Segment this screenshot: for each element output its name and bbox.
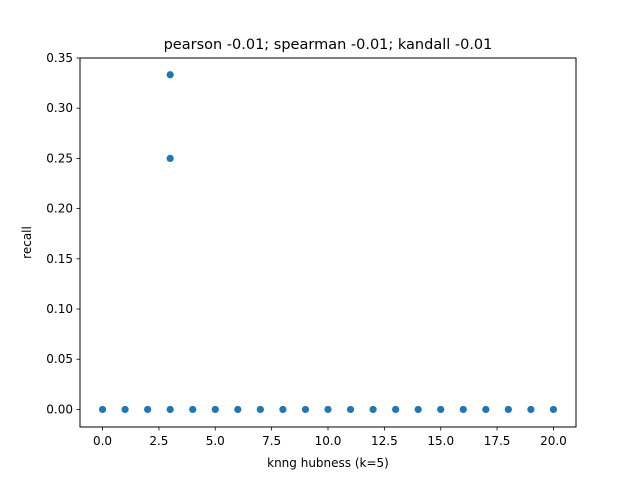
y-tick-label: 0.10 (46, 302, 73, 316)
data-point (392, 405, 400, 414)
data-point (234, 405, 242, 414)
x-tick-label: 20.0 (540, 434, 567, 448)
x-axis-label: knng hubness (k=5) (267, 456, 389, 470)
x-axis-ticks: 0.0 2.5 5.0 7.5 10.0 12.5 15.0 17.5 20.0 (93, 427, 567, 448)
data-point (324, 405, 332, 414)
x-tick-label: 10.0 (315, 434, 342, 448)
y-tick-label: 0.25 (46, 151, 73, 165)
data-point (211, 405, 219, 414)
x-tick-label: 0.0 (93, 434, 112, 448)
data-points (98, 71, 558, 414)
data-point (527, 405, 535, 414)
y-axis-label: recall (20, 226, 34, 259)
data-point (346, 405, 355, 414)
x-tick-label: 2.5 (149, 434, 168, 448)
x-tick-label: 15.0 (427, 434, 454, 448)
x-tick-label: 12.5 (371, 434, 398, 448)
data-point (98, 405, 107, 414)
chart-title: pearson -0.01; spearman -0.01; kandall -… (164, 37, 493, 53)
y-tick-label: 0.35 (46, 51, 73, 65)
data-point (166, 154, 174, 163)
data-point (301, 405, 310, 414)
data-point (437, 405, 445, 414)
y-tick-label: 0.30 (46, 101, 73, 115)
data-point (189, 405, 197, 414)
data-point (414, 405, 422, 414)
y-tick-label: 0.20 (46, 202, 73, 216)
y-tick-label: 0.15 (46, 252, 73, 266)
data-point (549, 405, 558, 414)
data-point (144, 405, 152, 414)
data-point (166, 405, 174, 414)
x-tick-label: 7.5 (262, 434, 281, 448)
data-point (121, 405, 129, 414)
data-point (459, 405, 467, 414)
x-tick-label: 5.0 (206, 434, 225, 448)
data-point (482, 405, 490, 414)
data-point (166, 71, 174, 79)
y-axis-ticks: 0.00 0.05 0.10 0.15 0.20 0.25 0.30 0.35 (46, 51, 80, 416)
data-point (369, 405, 377, 414)
axes-frame (79, 57, 577, 428)
y-tick-label: 0.05 (46, 352, 73, 366)
data-point (256, 405, 264, 414)
y-tick-label: 0.00 (46, 402, 73, 416)
data-point (279, 405, 287, 414)
data-point (504, 405, 512, 414)
x-tick-label: 17.5 (484, 434, 511, 448)
